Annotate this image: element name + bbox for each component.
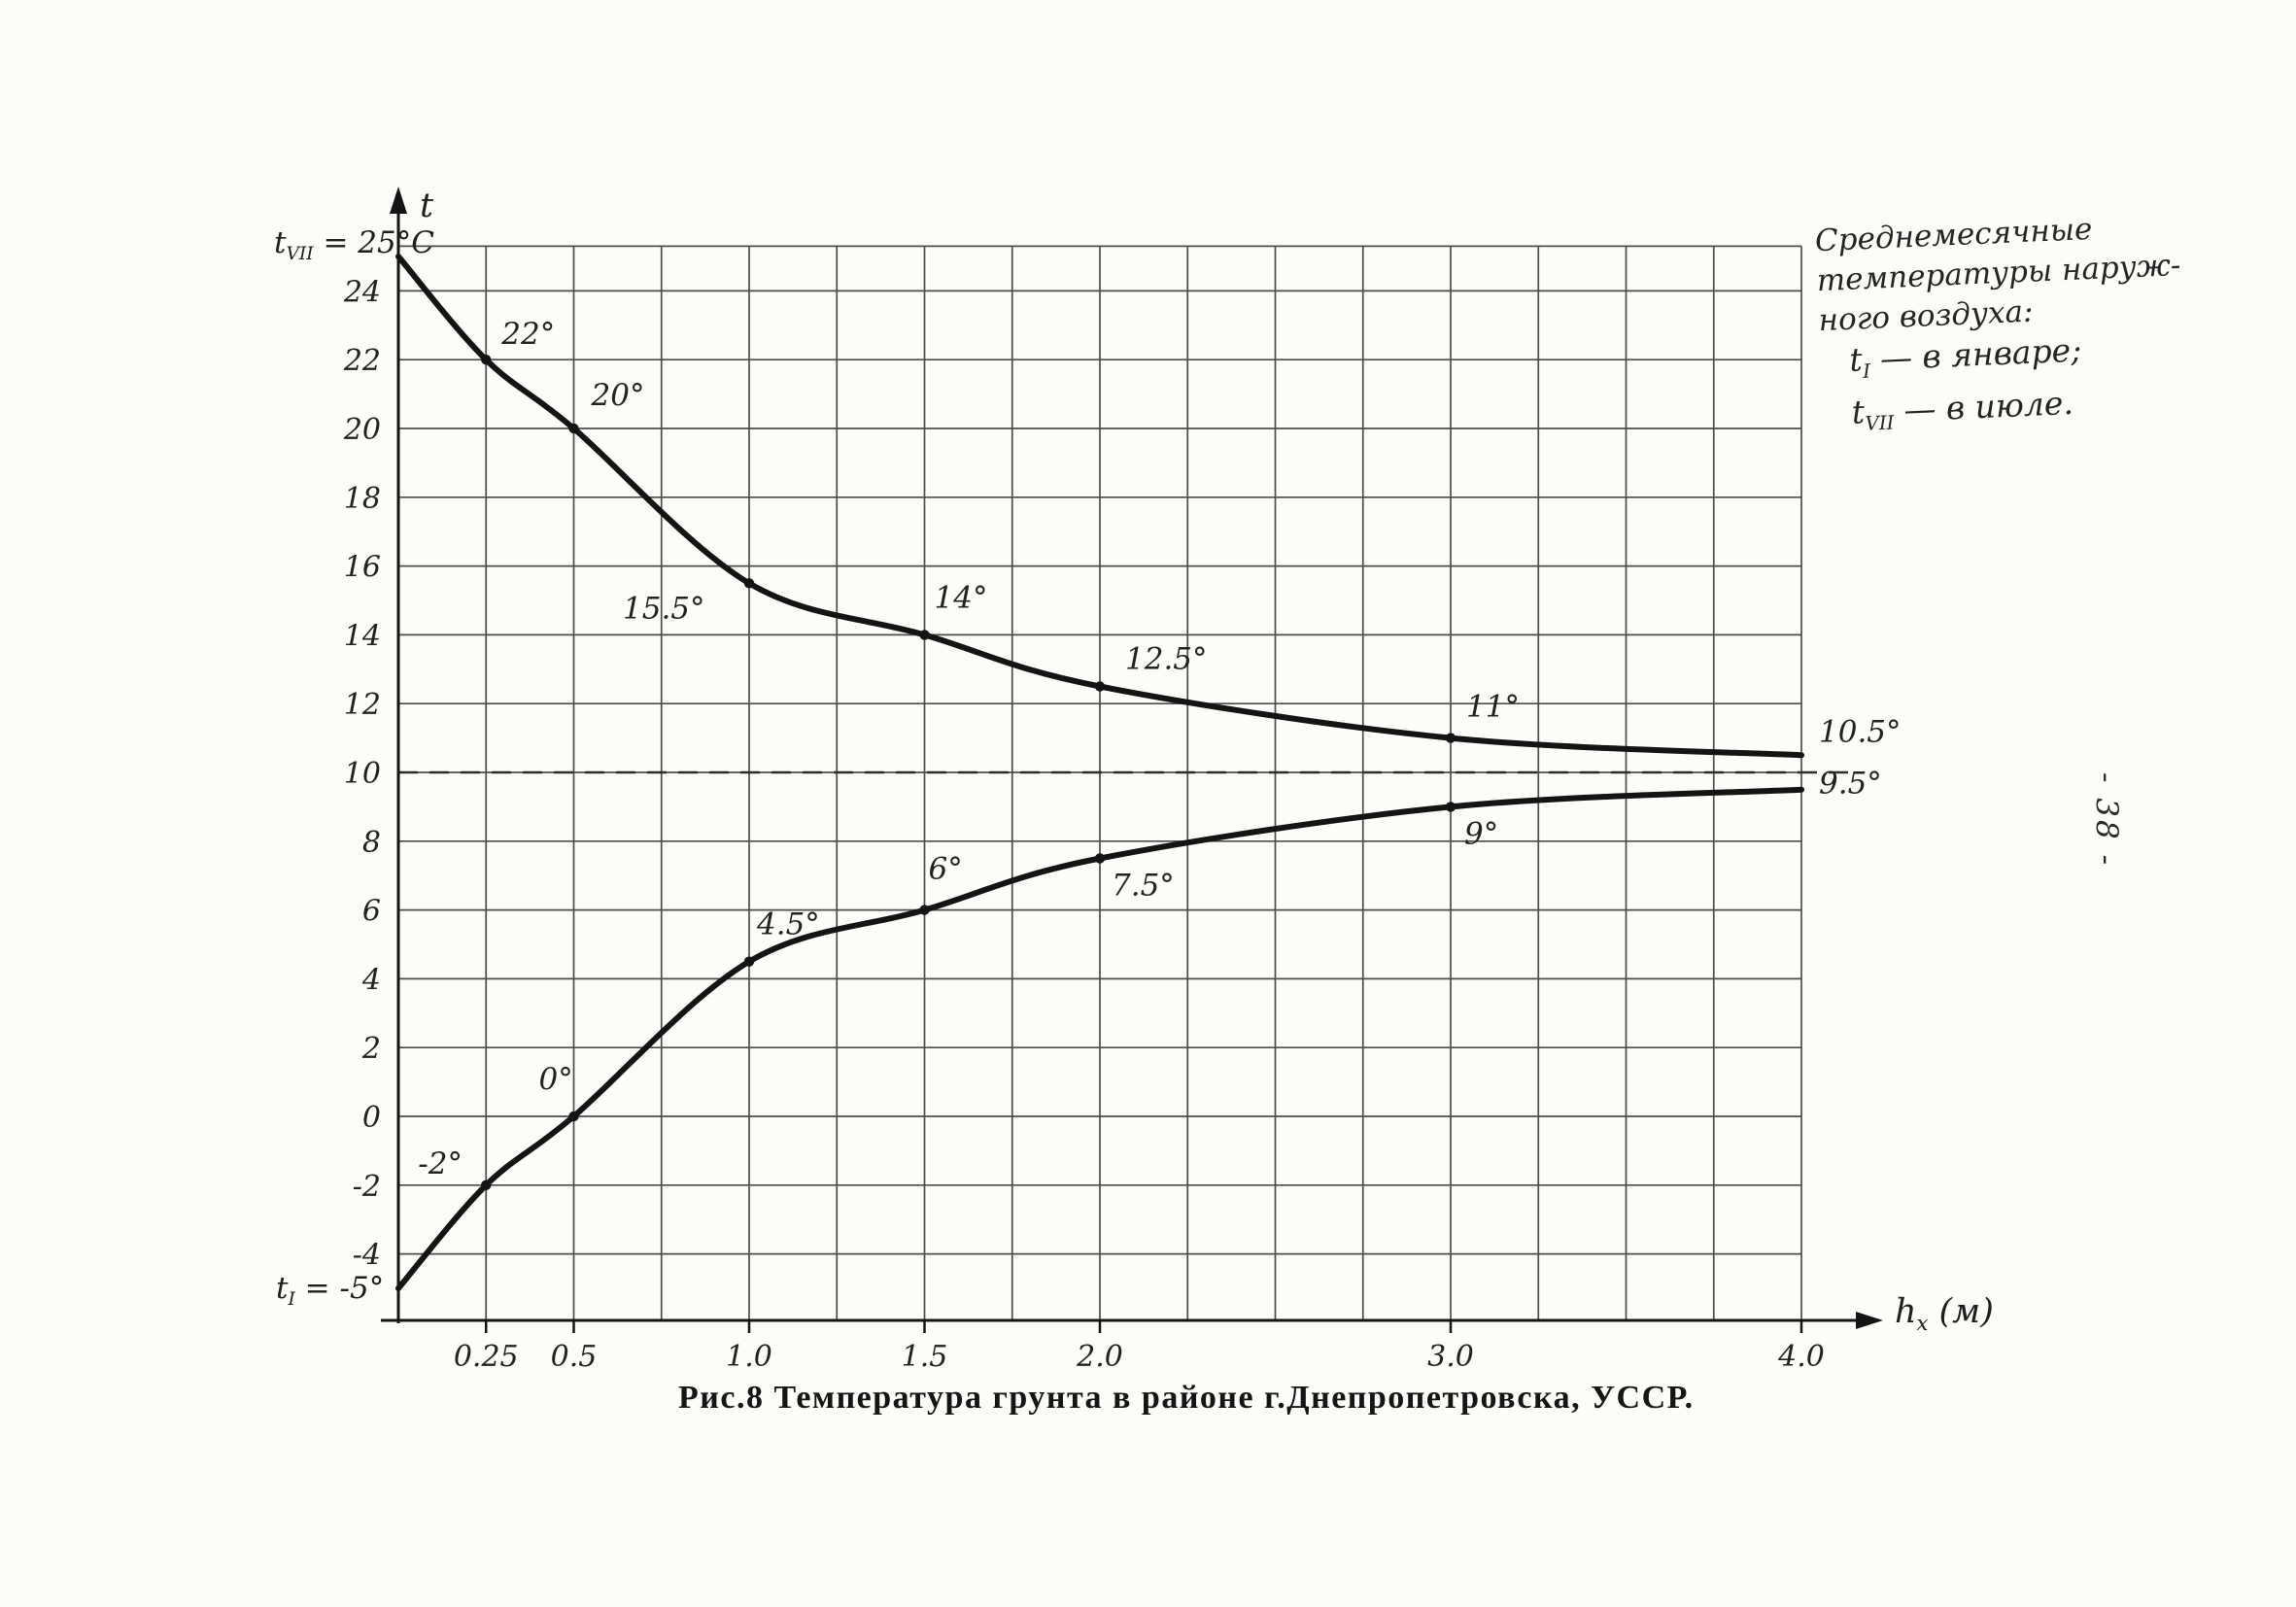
point-label: 9° bbox=[1464, 816, 1498, 851]
point-label: 22° bbox=[500, 317, 555, 352]
data-point bbox=[1094, 681, 1106, 692]
y-tick-label: 14 bbox=[344, 619, 381, 653]
july-endpoint-label: tVII = 25°C bbox=[274, 225, 434, 265]
point-label: 14° bbox=[935, 580, 988, 615]
january-endpoint-label: tI = -5° bbox=[276, 1271, 385, 1311]
x-tick-label: 3.0 bbox=[1427, 1340, 1474, 1374]
y-tick-label: 18 bbox=[344, 482, 381, 516]
data-point bbox=[481, 1180, 492, 1191]
point-label: 15.5° bbox=[623, 591, 705, 626]
point-label: 7.5° bbox=[1112, 869, 1175, 904]
point-label: 11° bbox=[1466, 690, 1520, 725]
x-tick-label: 0.25 bbox=[454, 1340, 519, 1374]
y-tick-label: -2 bbox=[353, 1170, 381, 1204]
data-point bbox=[481, 355, 492, 365]
x-tick-label: 2.0 bbox=[1076, 1340, 1123, 1374]
data-point bbox=[743, 956, 755, 967]
x-axis-label: hx (м) bbox=[1895, 1292, 1994, 1335]
y-tick-label: 24 bbox=[343, 275, 381, 309]
x-tick-label: 4.0 bbox=[1777, 1340, 1825, 1374]
y-tick-label: -4 bbox=[353, 1239, 381, 1273]
point-label: 9.5° bbox=[1819, 767, 1882, 802]
data-point bbox=[1094, 853, 1106, 864]
data-point bbox=[1445, 733, 1456, 743]
handwritten-note: Среднемесячные температуры наруж- ного в… bbox=[1814, 206, 2188, 445]
point-label: 20° bbox=[591, 378, 645, 413]
data-point bbox=[1445, 802, 1456, 812]
y-tick-label: 6 bbox=[362, 895, 381, 929]
point-label: 6° bbox=[929, 852, 963, 887]
y-tick-label: 10 bbox=[344, 757, 381, 791]
page-number: - 38 - bbox=[2089, 771, 2124, 869]
data-point bbox=[919, 905, 930, 915]
data-point bbox=[568, 1111, 579, 1122]
data-point bbox=[568, 423, 579, 434]
point-label: 0° bbox=[539, 1062, 573, 1097]
y-axis-label: t bbox=[420, 187, 434, 225]
y-tick-label: 12 bbox=[344, 688, 381, 722]
y-axis-arrow bbox=[390, 187, 407, 214]
y-tick-label: 22 bbox=[343, 344, 381, 378]
point-label: 4.5° bbox=[756, 907, 820, 942]
x-tick-label: 1.5 bbox=[902, 1340, 948, 1374]
data-point bbox=[919, 630, 930, 640]
y-tick-label: 20 bbox=[343, 413, 381, 447]
point-label: 12.5° bbox=[1125, 642, 1208, 677]
y-tick-label: 16 bbox=[344, 551, 381, 585]
point-label: 10.5° bbox=[1819, 714, 1902, 749]
y-tick-label: 4 bbox=[361, 963, 381, 997]
y-tick-label: 0 bbox=[362, 1101, 381, 1135]
x-axis-arrow bbox=[1856, 1312, 1883, 1329]
y-tick-label: 8 bbox=[362, 826, 381, 860]
data-point bbox=[743, 578, 755, 589]
point-label: -2° bbox=[418, 1146, 463, 1181]
x-tick-label: 1.0 bbox=[726, 1340, 772, 1374]
x-tick-label: 0.5 bbox=[551, 1340, 598, 1374]
figure-caption: Рис.8 Температура грунта в районе г.Днеп… bbox=[678, 1380, 1695, 1416]
y-tick-label: 2 bbox=[361, 1032, 381, 1066]
